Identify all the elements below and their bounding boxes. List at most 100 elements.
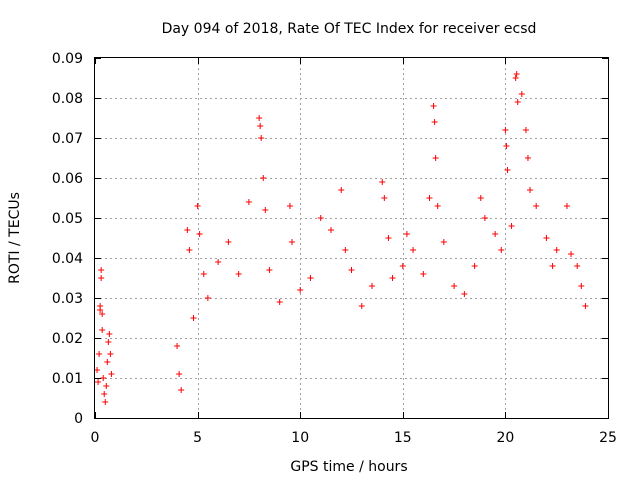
data-point [348,267,355,273]
data-point [266,267,273,273]
data-point [385,235,392,241]
data-point [477,195,484,201]
data-point [95,379,102,385]
x-tick-label: 0 [91,430,100,446]
data-point [440,239,447,245]
data-point [257,123,264,129]
y-axis-label: ROTI / TECUs [7,192,23,284]
data-point [522,127,529,133]
data-point [258,135,265,141]
data-point [524,155,531,161]
y-tick-label: 0.05 [52,211,83,227]
y-tick-label: 0.07 [52,131,83,147]
data-point [99,311,106,317]
data-point [508,223,515,229]
data-point [260,175,267,181]
data-point [97,307,104,313]
data-point [176,371,183,377]
data-point [563,203,570,209]
data-point [94,367,101,373]
data-point [553,247,560,253]
data-point [358,303,365,309]
data-point [514,99,521,105]
data-point [174,343,181,349]
chart-title: Day 094 of 2018, Rate Of TEC Index for r… [162,21,537,37]
data-point [527,187,534,193]
y-tick-label: 0.09 [52,51,83,67]
data-point [256,115,263,121]
data-point [307,275,314,281]
y-tick-label: 0.06 [52,171,83,187]
x-tick-label: 5 [193,430,202,446]
data-point [297,287,304,293]
plot-frame [94,57,609,419]
data-point [184,227,191,233]
data-point [108,371,115,377]
y-tick-label: 0 [74,411,83,427]
data-point [106,331,113,337]
y-tick-label: 0.03 [52,291,83,307]
data-point [481,215,488,221]
data-point [98,275,105,281]
data-point [504,167,511,173]
grid [95,58,608,418]
data-point [502,127,509,133]
y-tick-label: 0.02 [52,331,83,347]
x-tick-label: 20 [496,430,514,446]
data-point [317,215,324,221]
data-point [503,143,510,149]
data-point [194,203,201,209]
y-tick-label: 0.01 [52,371,83,387]
data-point [286,203,293,209]
data-point [104,359,111,365]
data-point [96,351,103,357]
data-point [288,239,295,245]
data-point [178,387,185,393]
data-point [403,231,410,237]
data-point [513,71,520,77]
y-tick-label: 0.04 [52,251,83,267]
data-point [471,263,478,269]
data-point [410,247,417,253]
data-point [186,247,193,253]
data-point [498,247,505,253]
x-axis-label: GPS time / hours [290,459,407,475]
data-point [276,299,283,305]
data-point [101,391,108,397]
x-tick-label: 15 [394,430,412,446]
scatter-points [94,71,589,405]
data-point [543,235,550,241]
data-point [533,203,540,209]
data-point [578,283,585,289]
data-point [338,187,345,193]
data-point [426,195,433,201]
x-tick-label: 25 [599,430,617,446]
data-point [518,91,525,97]
data-point [369,283,376,289]
data-point [512,75,519,81]
data-point [200,271,207,277]
data-point [549,263,556,269]
data-point [99,327,106,333]
data-point [107,351,114,357]
data-point [379,179,386,185]
data-point [235,271,242,277]
data-point [434,203,441,209]
data-point [262,207,269,213]
data-point [102,399,109,405]
data-point [389,275,396,281]
data-point [568,251,575,257]
data-point [461,291,468,297]
data-point [204,295,211,301]
data-point [451,283,458,289]
data-point [381,195,388,201]
data-point [582,303,589,309]
data-point [225,239,232,245]
data-point [327,227,334,233]
data-point [574,263,581,269]
data-point [431,119,438,125]
data-point [342,247,349,253]
data-point [105,339,112,345]
data-point [420,271,427,277]
